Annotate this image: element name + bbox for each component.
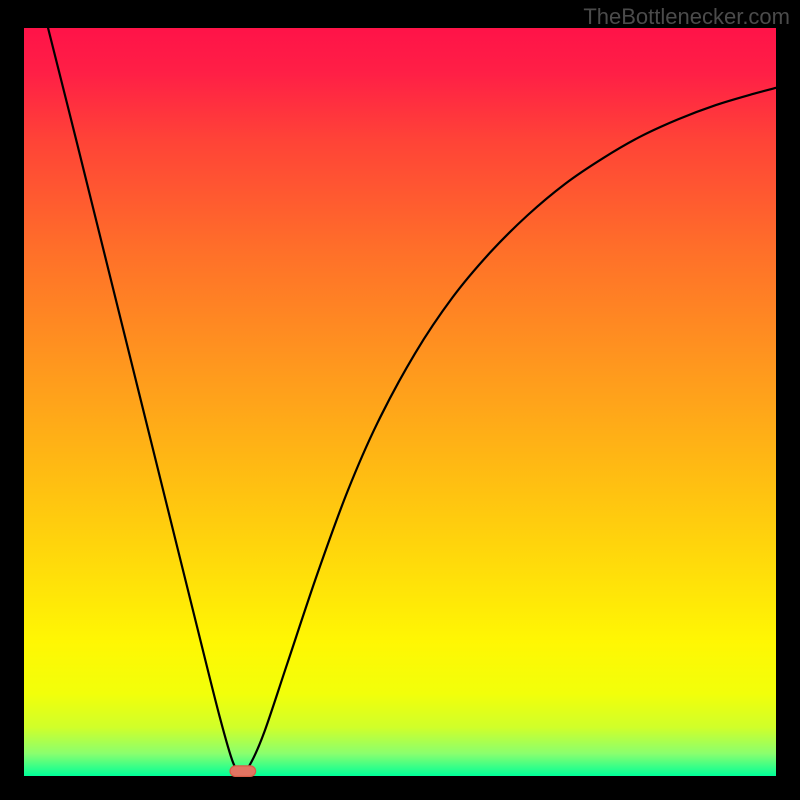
bottleneck-chart: TheBottlenecker.com <box>0 0 800 800</box>
plot-area-bg <box>24 28 776 776</box>
watermark-text: TheBottlenecker.com <box>583 4 790 30</box>
minimum-marker <box>230 766 256 776</box>
chart-svg <box>0 0 800 800</box>
